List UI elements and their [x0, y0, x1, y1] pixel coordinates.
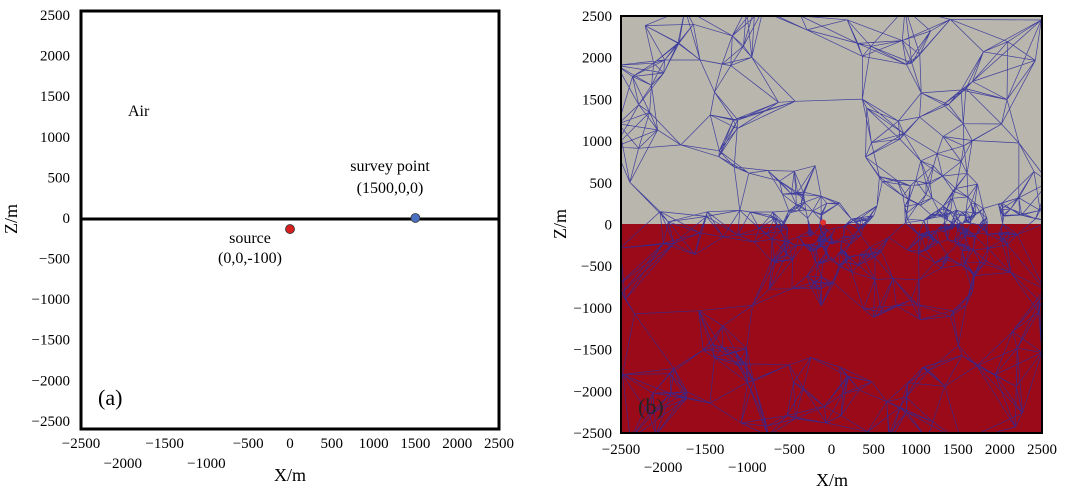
- panel-a-y-tick-labels: 2500 2000 1500 1000 500 0 −500 −1000 −1500 −2000 −…: [32, 8, 70, 430]
- survey-point-coords-label: (1500,0,0): [357, 180, 424, 197]
- y-tick-label: −2000: [32, 373, 70, 389]
- x-tick-label: 0: [828, 442, 836, 458]
- x-tick-label: −2000: [644, 460, 682, 476]
- y-tick-label: −1000: [574, 301, 612, 317]
- y-tick-label: 1000: [582, 134, 612, 150]
- x-tick-label: −500: [233, 436, 264, 452]
- panel-b-source-marker: [820, 219, 827, 226]
- panel-b-label: (b): [638, 394, 664, 419]
- x-tick-label: −1000: [187, 456, 225, 472]
- y-tick-label: 1500: [40, 89, 70, 105]
- x-tick-label: −1500: [145, 436, 183, 452]
- y-tick-label: 2500: [40, 8, 70, 24]
- panel-a-y-axis-label: Z/m: [1, 204, 21, 234]
- panel-a-air-label: Air: [128, 103, 150, 120]
- x-tick-label: 2500: [1027, 442, 1057, 458]
- x-tick-label: 1000: [359, 436, 389, 452]
- panel-a-x-axis-label: X/m: [274, 465, 306, 485]
- x-tick-label: 1500: [400, 436, 430, 452]
- source-point-marker: [285, 224, 295, 234]
- panel-b-y-tick-labels: 2500 2000 1500 1000 500 0 −500 −1000 −1500 −2000 −…: [574, 9, 612, 442]
- x-tick-label: 2000: [442, 436, 472, 452]
- source-coords-label: (0,0,-100): [218, 250, 282, 267]
- survey-point-marker: [410, 213, 421, 223]
- x-tick-label: 0: [286, 436, 294, 452]
- panel-b-y-axis-label: Z/m: [550, 209, 570, 239]
- x-tick-label: 500: [862, 442, 885, 458]
- y-tick-label: 2000: [582, 51, 612, 67]
- y-tick-label: −1500: [32, 333, 70, 349]
- y-tick-label: −2000: [574, 384, 612, 400]
- x-tick-label: −1000: [728, 460, 766, 476]
- y-tick-label: 2000: [40, 49, 70, 65]
- x-tick-label: 500: [321, 436, 344, 452]
- survey-point-label: survey point: [350, 158, 430, 175]
- panel-b: 25002000150010005000−500−1000−1500−2000−…: [550, 9, 1057, 490]
- panel-b-x-tick-labels: −2500 −1500 −500 0 500 1000 1500 2000 2500 −2000 −…: [602, 442, 1057, 476]
- y-tick-label: −1500: [574, 343, 612, 359]
- x-tick-label: 1500: [943, 442, 973, 458]
- source-label: source: [229, 230, 271, 247]
- panel-b-frame: [620, 15, 1043, 434]
- y-tick-label: −500: [39, 252, 70, 268]
- y-tick-label: 0: [605, 218, 613, 234]
- y-tick-label: 2500: [582, 9, 612, 25]
- y-tick-label: 1000: [40, 130, 70, 146]
- x-tick-label: −1500: [686, 442, 724, 458]
- y-tick-label: 500: [590, 176, 613, 192]
- panel-a-label: (a): [98, 385, 122, 410]
- y-tick-label: −2500: [32, 414, 70, 430]
- panel-a: 25002000150010005000−500−1000−1500−2000−…: [1, 8, 514, 485]
- y-tick-label: 1500: [582, 92, 612, 108]
- y-tick-label: −2500: [574, 426, 612, 442]
- panel-a-x-tick-labels: −2500 −1500 −500 0 500 1000 1500 2000 2500 −2000 −…: [62, 436, 514, 472]
- x-tick-label: −2500: [602, 442, 640, 458]
- x-tick-label: 2000: [985, 442, 1015, 458]
- panel-b-air-region: [621, 16, 1042, 224]
- x-tick-label: 1000: [901, 442, 931, 458]
- x-tick-label: −500: [774, 442, 805, 458]
- y-tick-label: 500: [48, 170, 71, 186]
- y-tick-label: −500: [581, 259, 612, 275]
- x-tick-label: −2500: [62, 436, 100, 452]
- panel-b-x-axis-label: X/m: [816, 470, 848, 490]
- x-tick-label: 2500: [484, 436, 514, 452]
- y-tick-label: 0: [63, 211, 71, 227]
- y-tick-label: −1000: [32, 292, 70, 308]
- x-tick-label: −2000: [104, 456, 142, 472]
